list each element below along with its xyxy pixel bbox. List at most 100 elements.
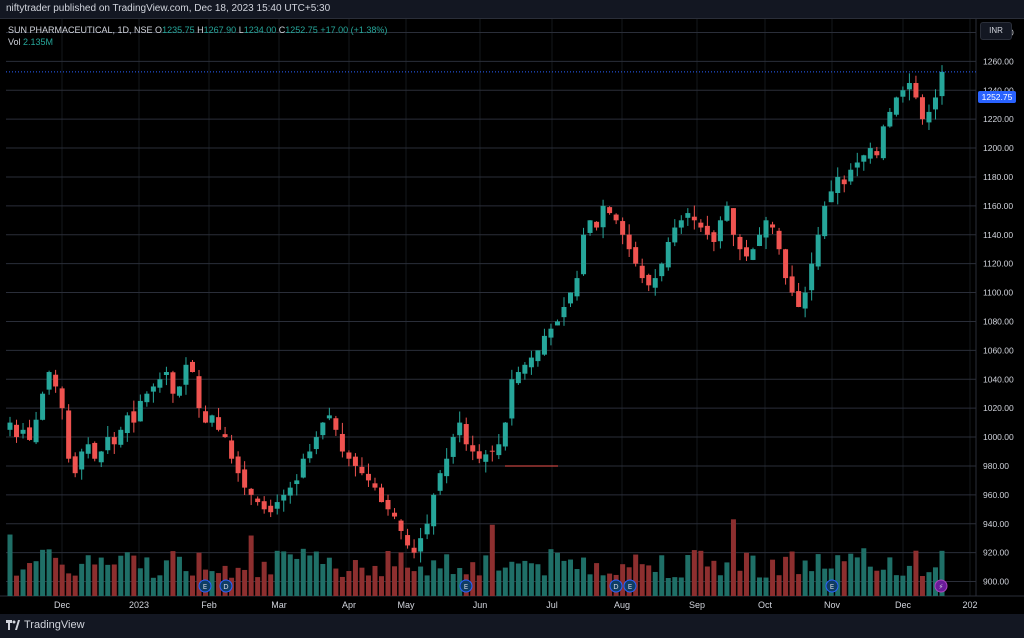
volume-bar [163, 560, 169, 596]
x-tick-label: May [397, 600, 415, 610]
chart-legend: SUN PHARMACEUTICAL, 1D, NSE O1235.75 H12… [8, 24, 387, 48]
candle-body [33, 419, 39, 443]
candle-body [411, 547, 417, 553]
y-tick-label: 1240.00 [983, 85, 1014, 95]
volume-bar [105, 564, 111, 596]
volume-bar [528, 563, 534, 596]
tradingview-brand[interactable]: TradingView [6, 619, 85, 631]
volume-bar [20, 569, 26, 596]
event-marker [623, 579, 637, 593]
candle-body [255, 498, 261, 503]
candle-body [418, 538, 424, 552]
volume-bar [33, 561, 39, 596]
candle-body [405, 535, 411, 546]
event-marker [459, 579, 473, 593]
volume-bar [535, 564, 541, 596]
candle-body [268, 505, 274, 513]
candle-body [528, 357, 534, 368]
volume-bar [568, 559, 574, 596]
candle-body [789, 276, 795, 293]
volume-bar [717, 575, 723, 596]
currency-button[interactable]: INR [980, 22, 1012, 40]
volume-bar [431, 560, 437, 596]
volume-bar [287, 554, 293, 596]
candle-body [150, 386, 156, 392]
volume-bar [880, 569, 886, 596]
volume-bar [72, 575, 78, 596]
volume-bar [691, 550, 697, 596]
y-tick-label: 1220.00 [983, 114, 1014, 124]
x-tick-label: Nov [824, 600, 841, 610]
volume-bar [320, 563, 326, 596]
volume-bar [85, 555, 91, 596]
volume-bar [743, 552, 749, 596]
candle-body [574, 278, 580, 297]
candle-body [431, 494, 437, 527]
volume-bar [783, 556, 789, 596]
candle-body [620, 221, 626, 235]
candle-body [209, 415, 215, 423]
volume-bar [848, 553, 854, 596]
volume-bar [14, 575, 20, 596]
candle-body [14, 424, 20, 438]
event-marker [219, 579, 233, 593]
volume-bar [150, 577, 156, 596]
price-chart[interactable]: 900.00 920.00 940.00 960.00 980.00 1000.00 102… [0, 18, 1024, 614]
candle-body [59, 388, 65, 409]
volume-bar [124, 552, 130, 596]
candle-body [646, 274, 652, 286]
candle-body [7, 422, 13, 430]
candle-body [333, 418, 339, 430]
volume-bar [418, 566, 424, 596]
x-tick-label: Mar [271, 600, 287, 610]
volume-bar [685, 555, 691, 596]
volume-bar [926, 572, 932, 596]
candle-body [861, 155, 867, 162]
volume-bar [698, 550, 704, 596]
volume-bar [522, 560, 528, 596]
volume-bar [704, 566, 710, 596]
candle-body [932, 97, 938, 110]
y-tick-label: 1000.00 [983, 432, 1014, 442]
x-tick-label: 2023 [129, 600, 149, 610]
candle-body [659, 263, 665, 277]
candle-body [581, 234, 587, 275]
candle-body [691, 216, 697, 221]
candle-body [568, 292, 574, 304]
candle-body [678, 220, 684, 228]
candle-body [685, 213, 691, 218]
candle-body [183, 364, 189, 385]
candle-body [730, 208, 736, 235]
close-label: C [278, 25, 286, 35]
y-tick-label: 920.00 [983, 548, 1009, 558]
candle-body [470, 445, 476, 452]
event-marker [825, 579, 839, 593]
y-tick-label: 1140.00 [983, 230, 1013, 240]
volume-bar [489, 524, 495, 596]
volume-bar [548, 549, 554, 596]
candle-body [203, 411, 209, 423]
candle-body [717, 220, 723, 242]
candle-body [365, 473, 371, 481]
candle-body [20, 429, 26, 434]
candle-body [189, 361, 195, 373]
candle-body [770, 224, 776, 228]
candle-body [509, 379, 515, 419]
volume-bar [398, 552, 404, 596]
y-tick-label: 1020.00 [983, 403, 1014, 413]
open-value: 1235.75 [162, 25, 195, 35]
volume-bar [46, 549, 52, 596]
candle-body [118, 429, 124, 445]
candle-body [476, 451, 482, 459]
volume-bar [40, 549, 46, 596]
event-marker-label: E [628, 583, 632, 591]
candle-body [352, 456, 358, 466]
volume-bar [809, 571, 815, 596]
candle-body [27, 427, 33, 440]
volume-bar [841, 561, 847, 596]
candle-body [854, 162, 860, 168]
high-label: H [197, 25, 204, 35]
volume-bar [476, 575, 482, 596]
volume-bar [515, 563, 521, 596]
candle-body [502, 422, 508, 447]
